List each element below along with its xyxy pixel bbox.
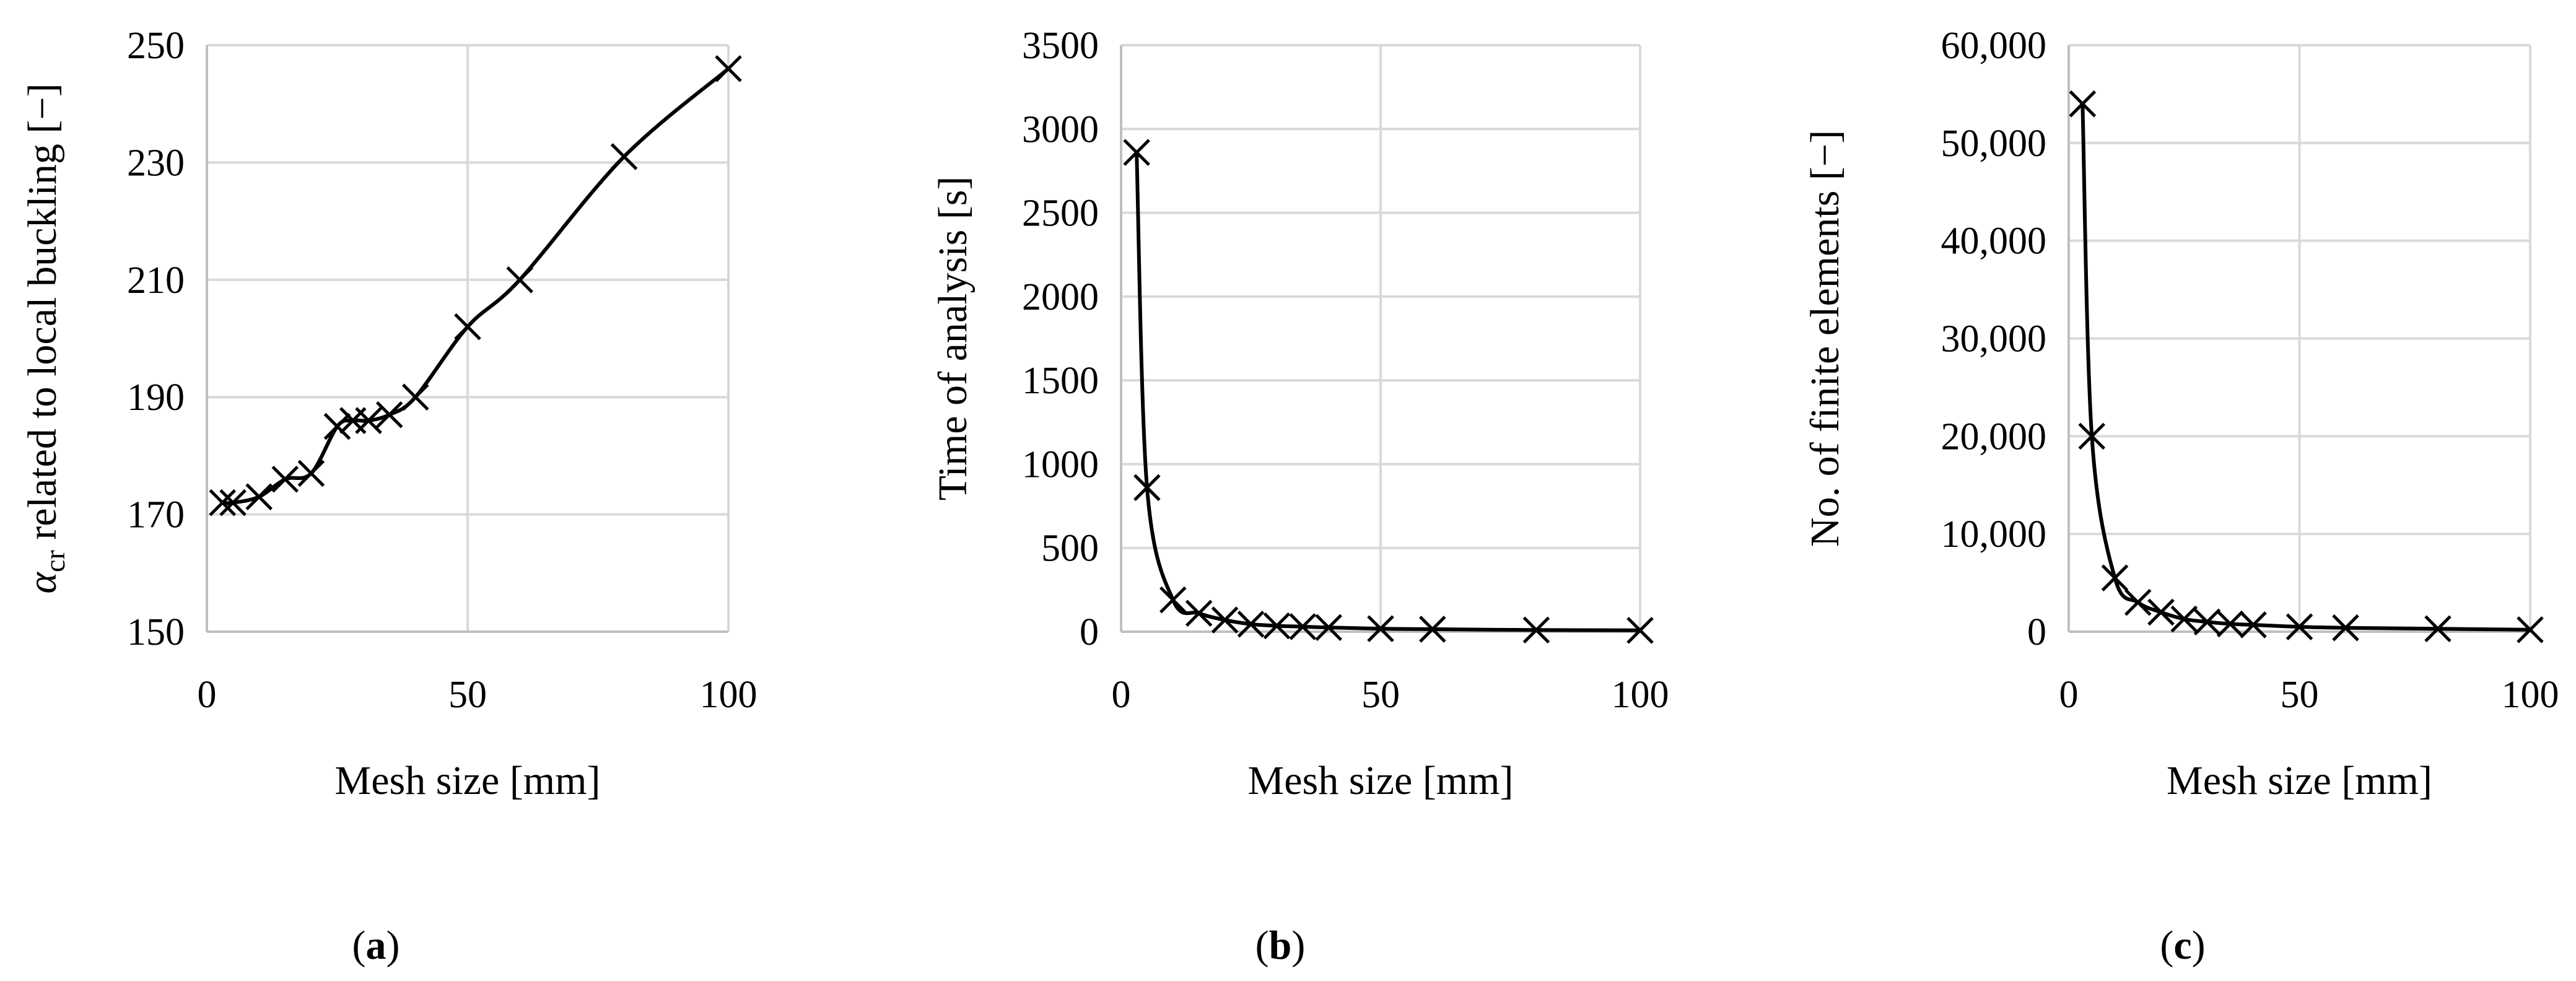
chart-c-data-point bbox=[2193, 608, 2221, 635]
chart-b-ytick-label: 3000 bbox=[1022, 108, 1099, 150]
chart-b-data-point bbox=[1263, 612, 1291, 640]
chart-b-data-point bbox=[1522, 616, 1550, 644]
chart-b-data-point bbox=[1133, 474, 1161, 502]
chart-c-data-point bbox=[2101, 564, 2129, 591]
chart-b-ytick-label: 1500 bbox=[1022, 360, 1099, 402]
chart-c-data-point bbox=[2124, 588, 2152, 616]
chart-c-ytick-label: 0 bbox=[2027, 611, 2046, 653]
chart-a: 150 170 190 210 230 250 0 50 100 Mesh size [mm] αc… bbox=[20, 25, 758, 968]
chart-c-data-point bbox=[2216, 610, 2244, 638]
chart-c-ytick-label: 20,000 bbox=[1941, 416, 2047, 458]
chart-a-series-line bbox=[222, 67, 730, 505]
chart-a-data-point bbox=[323, 412, 351, 440]
chart-c-ytick-label: 60,000 bbox=[1941, 25, 2047, 67]
chart-a-data-point bbox=[271, 466, 299, 493]
chart-b-data-point bbox=[1211, 606, 1239, 634]
chart-a-xtick-label: 100 bbox=[700, 674, 758, 716]
chart-b-series-line bbox=[1135, 152, 1641, 632]
chart-c-xtick-label: 0 bbox=[2059, 674, 2079, 716]
chart-c-data-point bbox=[2078, 422, 2106, 450]
chart-b-ytick-label: 2000 bbox=[1022, 276, 1099, 318]
chart-c-x-axis-label: Mesh size [mm] bbox=[2167, 758, 2432, 803]
chart-a-data-point bbox=[245, 483, 273, 510]
chart-c: 0 10,000 20,000 30,000 40,000 50,000 60,000 0 50… bbox=[1802, 25, 2559, 968]
chart-b-data-point bbox=[1123, 139, 1150, 166]
chart-b-xtick-label: 100 bbox=[1612, 674, 1669, 716]
chart-b-data-point bbox=[1419, 616, 1446, 643]
chart-a-data-point bbox=[375, 401, 403, 429]
chart-c-data-point bbox=[2286, 613, 2313, 640]
chart-a-data-point bbox=[209, 489, 237, 517]
chart-c-caption: (c) bbox=[2160, 923, 2205, 968]
chart-c-data-point bbox=[2424, 615, 2452, 643]
chart-a-y-axis-subscript: cr bbox=[39, 550, 71, 572]
chart-b-data-point bbox=[1626, 617, 1654, 644]
chart-a-xtick-label: 0 bbox=[198, 674, 217, 716]
chart-c-ytick-label: 50,000 bbox=[1941, 123, 2047, 165]
chart-b-y-axis-label: Time of analysis [s] bbox=[930, 177, 976, 501]
chart-c-data-point bbox=[2147, 598, 2175, 626]
chart-c-y-axis-label: No. of finite elements [−] bbox=[1802, 130, 1848, 547]
chart-b-data-point bbox=[1185, 600, 1213, 627]
chart-a-ytick-label: 210 bbox=[127, 259, 185, 302]
chart-a-data-point bbox=[219, 489, 247, 517]
chart-c-data-point bbox=[2240, 611, 2267, 639]
chart-a-data-point bbox=[297, 460, 325, 487]
chart-b-ytick-label: 3500 bbox=[1022, 25, 1099, 67]
chart-b-data-point bbox=[1315, 614, 1342, 642]
chart-c-data-point bbox=[2332, 614, 2359, 642]
chart-a-y-axis-symbol: α bbox=[20, 572, 65, 594]
chart-b-data-point bbox=[1159, 586, 1187, 614]
chart-a-data-point bbox=[454, 313, 481, 341]
chart-a-ytick-label: 170 bbox=[127, 494, 185, 536]
chart-b-xtick-label: 50 bbox=[1361, 674, 1400, 716]
chart-a-data-point bbox=[506, 266, 533, 294]
chart-c-series-line bbox=[2080, 103, 2531, 632]
chart-a-data-point bbox=[715, 55, 742, 82]
chart-a-ytick-label: 250 bbox=[127, 25, 185, 67]
chart-b-data-point bbox=[1237, 611, 1265, 638]
chart-c-data-point bbox=[2170, 605, 2198, 633]
chart-b-ytick-label: 1000 bbox=[1022, 443, 1099, 486]
chart-c-data-point bbox=[2517, 616, 2544, 643]
chart-a-caption: (a) bbox=[352, 923, 400, 968]
chart-c-ytick-label: 40,000 bbox=[1941, 220, 2047, 263]
chart-b-xtick-label: 0 bbox=[1112, 674, 1131, 716]
chart-b-data-point bbox=[1367, 615, 1394, 642]
chart-c-xtick-label: 50 bbox=[2281, 674, 2319, 716]
chart-a-data-point bbox=[610, 143, 638, 170]
chart-b: 0 500 1000 1500 2000 2500 3000 3500 0 50 100 Mesh s… bbox=[930, 25, 1669, 968]
chart-a-data-point bbox=[355, 407, 382, 434]
chart-b-caption: (b) bbox=[1255, 923, 1306, 968]
chart-a-xtick-label: 50 bbox=[448, 674, 487, 716]
chart-b-ytick-label: 500 bbox=[1041, 528, 1099, 570]
chart-a-ytick-label: 190 bbox=[127, 377, 185, 419]
chart-c-ytick-label: 10,000 bbox=[1941, 513, 2047, 556]
chart-c-xtick-label: 100 bbox=[2502, 674, 2559, 716]
chart-c-ytick-label: 30,000 bbox=[1941, 318, 2047, 360]
chart-c-data-point bbox=[2069, 90, 2097, 118]
chart-b-ytick-label: 0 bbox=[1080, 611, 1099, 653]
chart-a-ytick-label: 150 bbox=[127, 611, 185, 653]
chart-b-ytick-label: 2500 bbox=[1022, 193, 1099, 235]
chart-b-x-axis-label: Mesh size [mm] bbox=[1248, 758, 1514, 803]
chart-b-data-point bbox=[1289, 613, 1317, 640]
chart-a-y-axis-label: αcr related to local buckling [−] bbox=[20, 83, 71, 593]
chart-a-ytick-label: 230 bbox=[127, 142, 185, 184]
chart-a-x-axis-label: Mesh size [mm] bbox=[335, 758, 601, 803]
chart-a-data-point bbox=[402, 383, 429, 411]
chart-a-y-axis-text: related to local buckling [−] bbox=[20, 83, 65, 550]
